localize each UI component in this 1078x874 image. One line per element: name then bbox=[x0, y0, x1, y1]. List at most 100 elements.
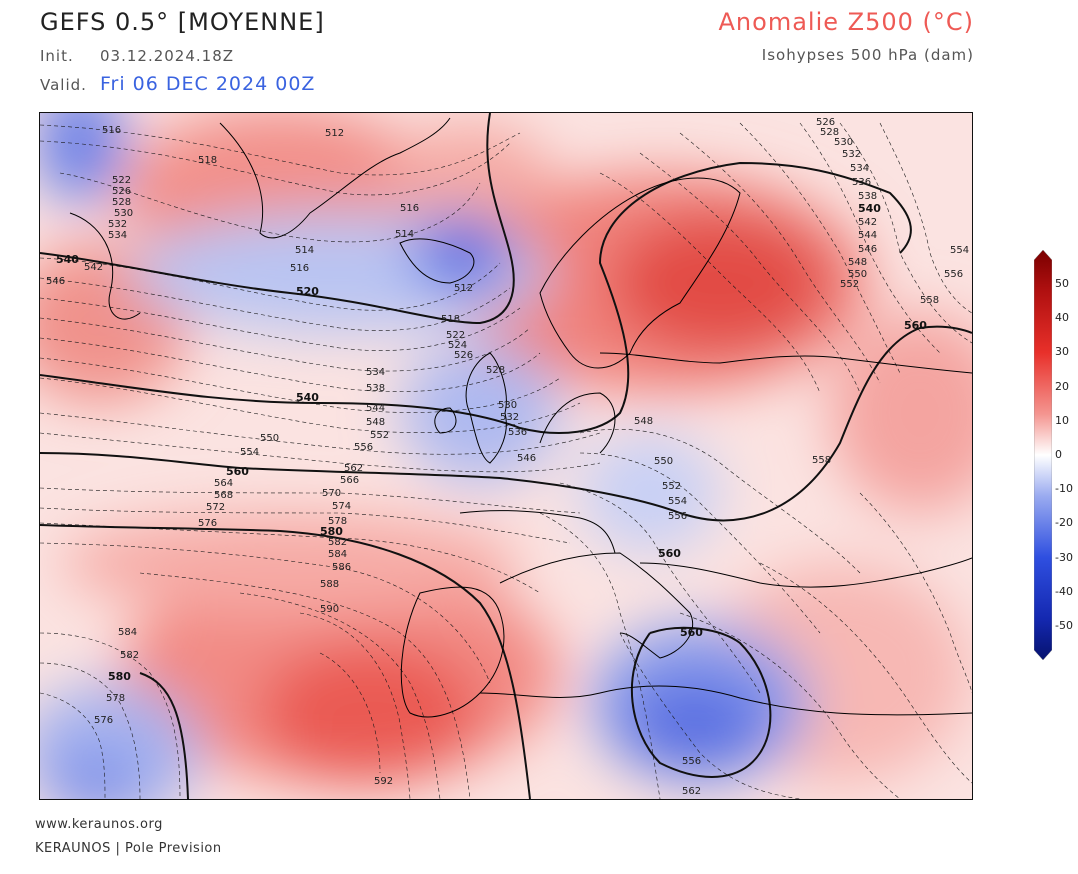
contour-label: 532 bbox=[842, 149, 861, 160]
contour-label: 564 bbox=[214, 478, 233, 489]
contour-label: 550 bbox=[848, 269, 867, 280]
contour-label: 552 bbox=[662, 481, 681, 492]
init-value: 03.12.2024.18Z bbox=[100, 47, 235, 65]
contour-label: 560 bbox=[904, 319, 927, 332]
contour-label: 550 bbox=[654, 456, 673, 467]
colorbar-tick-label: -30 bbox=[1055, 550, 1073, 564]
contour-label: 560 bbox=[658, 547, 681, 560]
contour-label: 588 bbox=[320, 579, 339, 590]
contour-label: 542 bbox=[84, 262, 103, 273]
colorbar-tick-label: -20 bbox=[1055, 516, 1073, 530]
contour-label: 578 bbox=[106, 693, 125, 704]
contour-label: 560 bbox=[680, 626, 703, 639]
contour-label: 552 bbox=[840, 279, 859, 290]
contour-label: 528 bbox=[486, 365, 505, 376]
contour-label: 532 bbox=[108, 219, 127, 230]
contour-label: 540 bbox=[56, 253, 79, 266]
contour-label: 582 bbox=[328, 537, 347, 548]
contour-label: 534 bbox=[366, 367, 385, 378]
contour-label: 530 bbox=[498, 400, 517, 411]
contour-label: 556 bbox=[944, 269, 963, 280]
contour-label: 528 bbox=[112, 197, 131, 208]
contour-label: 534 bbox=[108, 230, 127, 241]
contour-label: 548 bbox=[634, 416, 653, 427]
contour-label: 576 bbox=[198, 518, 217, 529]
dashed-contours bbox=[40, 122, 972, 799]
contour-label: 544 bbox=[366, 403, 385, 414]
contour-label: 572 bbox=[206, 502, 225, 513]
contour-label: 584 bbox=[118, 627, 137, 638]
contour-label: 536 bbox=[852, 177, 871, 188]
init-label: Init. bbox=[40, 47, 74, 65]
contour-label: 584 bbox=[328, 549, 347, 560]
weather-map: 516 512 518 522 526 528 530 532 534 540 … bbox=[39, 112, 973, 800]
contour-label: 526 bbox=[112, 186, 131, 197]
contour-label: 512 bbox=[454, 283, 473, 294]
colorbar-tick-label: 20 bbox=[1055, 379, 1069, 393]
contour-label: 576 bbox=[94, 715, 113, 726]
contour-label: 592 bbox=[374, 776, 393, 787]
contour-label: 522 bbox=[446, 330, 465, 341]
valid-line: Valid. Fri 06 DEC 2024 00Z bbox=[40, 73, 315, 95]
contour-label: 516 bbox=[400, 203, 419, 214]
contour-label: 558 bbox=[812, 455, 831, 466]
colorbar-tick-label: -40 bbox=[1055, 584, 1073, 598]
contour-label: 538 bbox=[858, 191, 877, 202]
contour-label: 540 bbox=[296, 391, 319, 404]
colorbar-tick-label: 10 bbox=[1055, 413, 1069, 427]
contour-label: 578 bbox=[328, 516, 347, 527]
contour-label: 516 bbox=[102, 125, 121, 136]
contour-label: 534 bbox=[850, 163, 869, 174]
contour-label: 546 bbox=[46, 276, 65, 287]
contour-label: 536 bbox=[508, 427, 527, 438]
model-title: GEFS 0.5° [MOYENNE] bbox=[40, 8, 325, 36]
contour-label: 580 bbox=[108, 670, 131, 683]
contour-label: 546 bbox=[858, 244, 877, 255]
contour-label: 574 bbox=[332, 501, 351, 512]
coastlines bbox=[69, 117, 972, 718]
contour-label: 582 bbox=[120, 650, 139, 661]
contour-label: 554 bbox=[668, 496, 687, 507]
website-text: www.keraunos.org bbox=[35, 817, 163, 832]
contour-label: 520 bbox=[296, 285, 319, 298]
contour-label: 568 bbox=[214, 490, 233, 501]
contour-label: 516 bbox=[290, 263, 309, 274]
map-canvas: 516 512 518 522 526 528 530 532 534 540 … bbox=[40, 113, 972, 799]
contour-label: 548 bbox=[366, 417, 385, 428]
contour-label: 522 bbox=[112, 175, 131, 186]
contour-label: 512 bbox=[325, 128, 344, 139]
contour-label: 566 bbox=[340, 475, 359, 486]
colorbar bbox=[1034, 250, 1052, 660]
contour-label: 554 bbox=[240, 447, 259, 458]
colorbar-tick-label: 30 bbox=[1055, 345, 1069, 359]
contour-label: 532 bbox=[500, 412, 519, 423]
contour-label: 538 bbox=[366, 383, 385, 394]
contour-label: 554 bbox=[950, 245, 969, 256]
contour-label: 514 bbox=[395, 229, 414, 240]
contour-label: 562 bbox=[682, 786, 701, 797]
contour-label: 530 bbox=[114, 208, 133, 219]
contour-label: 558 bbox=[920, 295, 939, 306]
isohypses-title: Isohypses 500 hPa (dam) bbox=[761, 46, 974, 64]
contour-label: 556 bbox=[682, 756, 701, 767]
contour-label: 546 bbox=[517, 453, 536, 464]
contour-label: 562 bbox=[344, 463, 363, 474]
colorbar-tick-label: 0 bbox=[1055, 448, 1062, 461]
contour-label: 526 bbox=[816, 117, 835, 128]
anomaly-title: Anomalie Z500 (°C) bbox=[718, 8, 974, 36]
contour-label: 590 bbox=[320, 604, 339, 615]
credit-text: KERAUNOS | Pole Prevision bbox=[35, 841, 222, 856]
contour-label: 586 bbox=[332, 562, 351, 573]
init-line: Init. 03.12.2024.18Z bbox=[40, 47, 234, 65]
contour-label: 542 bbox=[858, 217, 877, 228]
contour-label: 530 bbox=[834, 137, 853, 148]
colorbar-tick-label: -50 bbox=[1055, 619, 1073, 632]
contour-label: 580 bbox=[320, 525, 343, 538]
contour-labels: 516 512 518 522 526 528 530 532 534 540 … bbox=[46, 117, 969, 797]
contour-label: 526 bbox=[454, 350, 473, 361]
contour-label: 518 bbox=[441, 314, 460, 325]
contour-label: 556 bbox=[354, 442, 373, 453]
contour-label: 548 bbox=[848, 257, 867, 268]
contour-label: 544 bbox=[858, 230, 877, 241]
colorbar-tick-label: 40 bbox=[1055, 311, 1069, 325]
